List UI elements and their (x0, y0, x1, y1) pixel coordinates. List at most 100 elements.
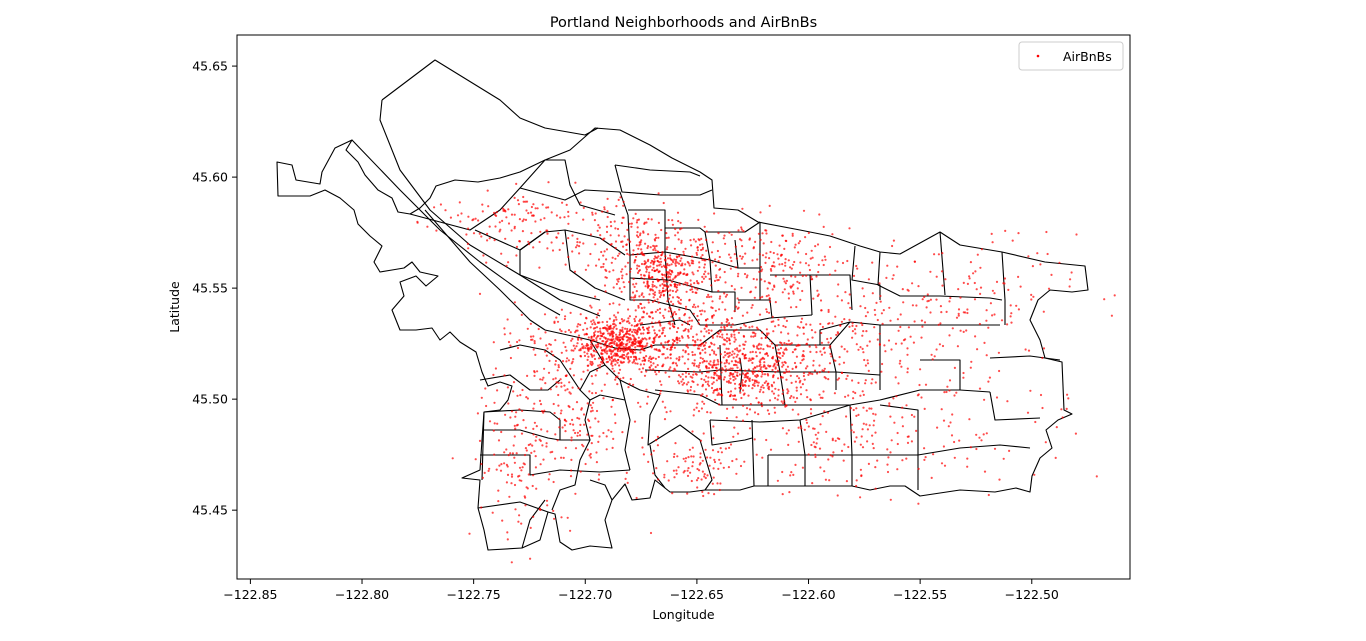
airbnb-point (843, 443, 846, 446)
airbnb-point (724, 447, 728, 450)
airbnb-point (676, 274, 679, 277)
airbnb-point (761, 254, 765, 257)
airbnb-point (694, 240, 697, 243)
airbnb-point (965, 329, 968, 332)
airbnb-point (565, 360, 568, 363)
airbnb-point (488, 237, 491, 240)
airbnb-point (943, 391, 946, 394)
airbnb-point (802, 372, 806, 375)
airbnb-point (708, 464, 711, 467)
airbnb-point (678, 356, 681, 359)
airbnb-point (717, 332, 720, 335)
airbnb-point (629, 336, 632, 340)
airbnb-point (759, 368, 762, 371)
airbnb-point (941, 252, 944, 255)
airbnb-point (538, 438, 541, 441)
airbnb-point (650, 346, 653, 349)
airbnb-point (666, 460, 669, 463)
airbnb-point (752, 335, 755, 338)
airbnb-point (728, 322, 731, 325)
airbnb-point (838, 363, 841, 366)
airbnb-point (686, 343, 689, 346)
airbnb-point (924, 456, 927, 459)
airbnb-point (518, 218, 522, 221)
airbnb-point (811, 482, 814, 485)
airbnb-point (612, 341, 615, 344)
legend: AirBnBs (1018, 41, 1124, 71)
airbnb-point (787, 343, 790, 346)
airbnb-point (501, 519, 504, 522)
airbnb-point (506, 473, 510, 476)
airbnb-point (759, 388, 762, 391)
airbnb-point (526, 397, 530, 400)
airbnb-point (654, 249, 657, 252)
airbnb-point (669, 366, 672, 369)
airbnb-point (630, 296, 633, 299)
boundary-stjohns (409, 159, 616, 231)
airbnb-point (509, 332, 512, 335)
airbnb-point (989, 302, 993, 305)
boundary-north-3 (351, 139, 561, 316)
airbnb-point (799, 393, 803, 396)
airbnb-point (468, 532, 471, 535)
airbnb-point (847, 302, 850, 305)
airbnb-point (744, 325, 747, 328)
airbnb-point (627, 338, 630, 341)
airbnb-point (560, 409, 563, 412)
airbnb-point (661, 289, 665, 292)
airbnb-point (744, 369, 747, 372)
airbnb-point (589, 326, 592, 329)
airbnb-point (677, 359, 681, 362)
airbnb-point (676, 283, 679, 287)
airbnb-point (666, 262, 669, 265)
airbnb-point (552, 378, 555, 381)
airbnb-point (716, 393, 719, 397)
airbnb-point (538, 240, 541, 244)
airbnb-point (513, 227, 516, 230)
airbnb-point (628, 345, 631, 348)
airbnb-point (871, 292, 874, 295)
airbnb-point (664, 284, 667, 287)
airbnb-point (940, 311, 943, 314)
airbnb-point (602, 397, 605, 400)
airbnb-point (734, 370, 737, 373)
airbnb-point (926, 293, 929, 296)
airbnb-point (633, 261, 636, 264)
airbnb-point (862, 406, 865, 409)
airbnb-point (815, 351, 818, 354)
airbnb-point (756, 258, 759, 261)
airbnb-point (753, 379, 757, 382)
airbnb-point (692, 238, 696, 241)
boundary-ne-10 (738, 299, 773, 319)
airbnb-point (523, 463, 526, 466)
airbnb-point (572, 344, 575, 347)
airbnb-point (713, 343, 716, 346)
airbnb-point (792, 290, 795, 293)
airbnb-point (629, 355, 633, 359)
airbnb-point (771, 368, 774, 372)
airbnb-point (734, 360, 738, 363)
airbnb-point (787, 292, 790, 295)
airbnb-point (818, 371, 821, 374)
airbnb-point (534, 207, 537, 210)
airbnb-point (618, 303, 621, 306)
airbnb-point (859, 468, 863, 471)
airbnb-point (578, 245, 581, 248)
airbnb-point (1011, 239, 1014, 242)
airbnb-point (704, 476, 707, 480)
airbnb-point (851, 336, 854, 339)
airbnb-point (777, 356, 780, 359)
airbnb-point (623, 235, 626, 238)
airbnb-point (599, 327, 602, 330)
airbnb-point (552, 509, 555, 512)
airbnb-point (614, 257, 617, 260)
airbnb-point (1002, 282, 1005, 285)
airbnb-point (717, 232, 720, 235)
boundary-n-1 (474, 229, 626, 256)
airbnb-point (651, 276, 654, 279)
airbnb-point (757, 370, 760, 373)
airbnb-point (709, 411, 712, 414)
airbnb-point (852, 431, 855, 434)
airbnb-point (689, 279, 692, 282)
airbnb-point (953, 366, 957, 369)
